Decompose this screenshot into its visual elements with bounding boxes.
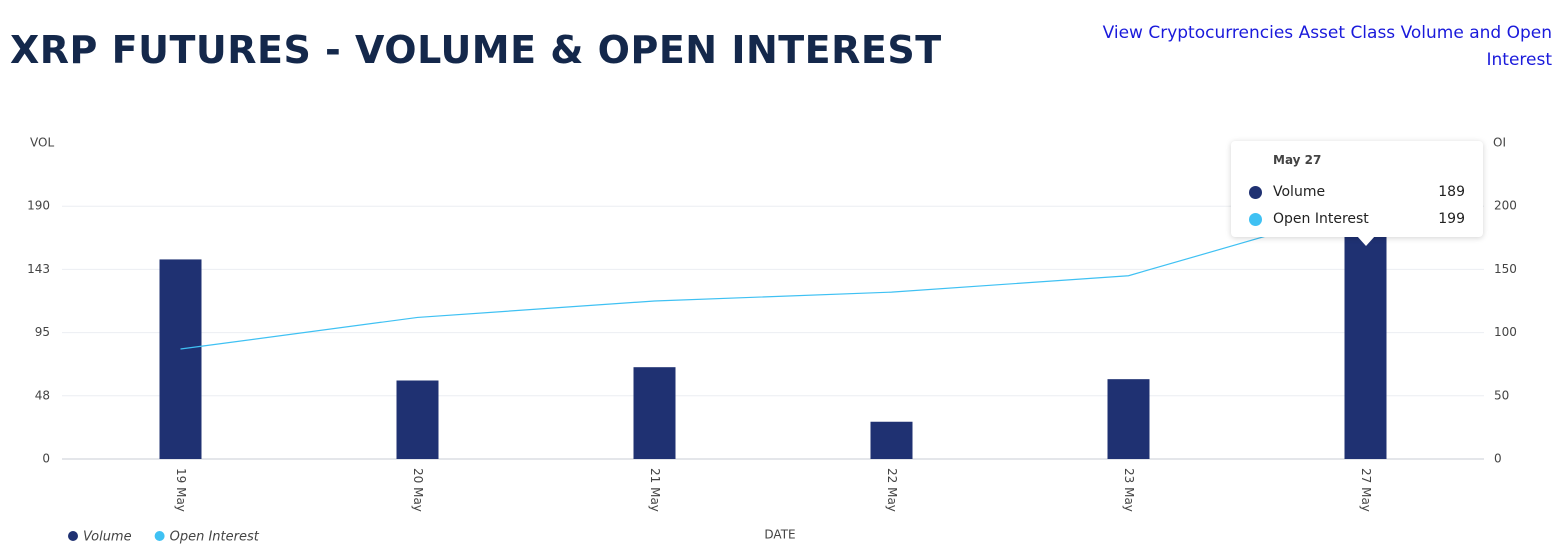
tooltip-caret: [1357, 236, 1375, 246]
legend-label: Volume: [83, 530, 132, 545]
tooltip: May 27 Volume 189 Open Interest 199: [1231, 141, 1483, 237]
x-tick-label: 20 May: [411, 468, 425, 512]
volume-bar: [1107, 379, 1150, 459]
y-tick-label: 95: [35, 325, 50, 339]
volume-bar: [633, 367, 676, 459]
tooltip-row: Open Interest 199: [1249, 210, 1465, 230]
tooltip-series-name: Volume: [1273, 184, 1326, 200]
y-axis-label: VOL: [30, 136, 54, 150]
x-tick-label: 27 May: [1359, 468, 1373, 512]
y-tick-label: 48: [35, 388, 50, 402]
y2-axis-label: OI: [1493, 136, 1506, 150]
volume-bar: [1344, 207, 1387, 459]
tooltip-value: 189: [1438, 184, 1465, 200]
tooltip-row: Volume 189: [1249, 183, 1465, 203]
x-axis-label: DATE: [764, 528, 795, 542]
asset-class-link[interactable]: View Cryptocurrencies Asset Class Volume…: [1102, 23, 1552, 70]
volume-bar: [159, 259, 202, 459]
y-tick-label: 143: [27, 262, 50, 276]
volume-bar: [396, 380, 439, 459]
page-title: XRP FUTURES - VOLUME & OPEN INTEREST: [10, 28, 942, 72]
y2-tick-label: 150: [1494, 262, 1517, 276]
tooltip-series-name: Open Interest: [1273, 211, 1369, 227]
open-interest-line: [180, 206, 1366, 350]
x-tick-label: 22 May: [885, 468, 899, 512]
volume-bar: [870, 421, 913, 459]
tooltip-title: May 27: [1273, 153, 1322, 167]
tooltip-value: 199: [1438, 211, 1465, 227]
tooltip-marker: [1249, 213, 1262, 226]
y2-tick-label: 0: [1494, 452, 1502, 466]
x-tick-label: 23 May: [1122, 468, 1136, 512]
legend-marker: [154, 531, 165, 541]
x-tick-label: 21 May: [648, 468, 662, 512]
legend-label: Open Interest: [170, 530, 260, 545]
y2-tick-label: 100: [1494, 325, 1517, 339]
y2-tick-label: 50: [1494, 388, 1509, 402]
tooltip-marker: [1249, 186, 1262, 199]
y2-tick-label: 200: [1494, 199, 1517, 213]
y-tick-label: 190: [27, 199, 50, 213]
x-tick-label: 19 May: [174, 468, 188, 512]
y-tick-label: 0: [42, 452, 50, 466]
legend-marker: [68, 531, 78, 541]
